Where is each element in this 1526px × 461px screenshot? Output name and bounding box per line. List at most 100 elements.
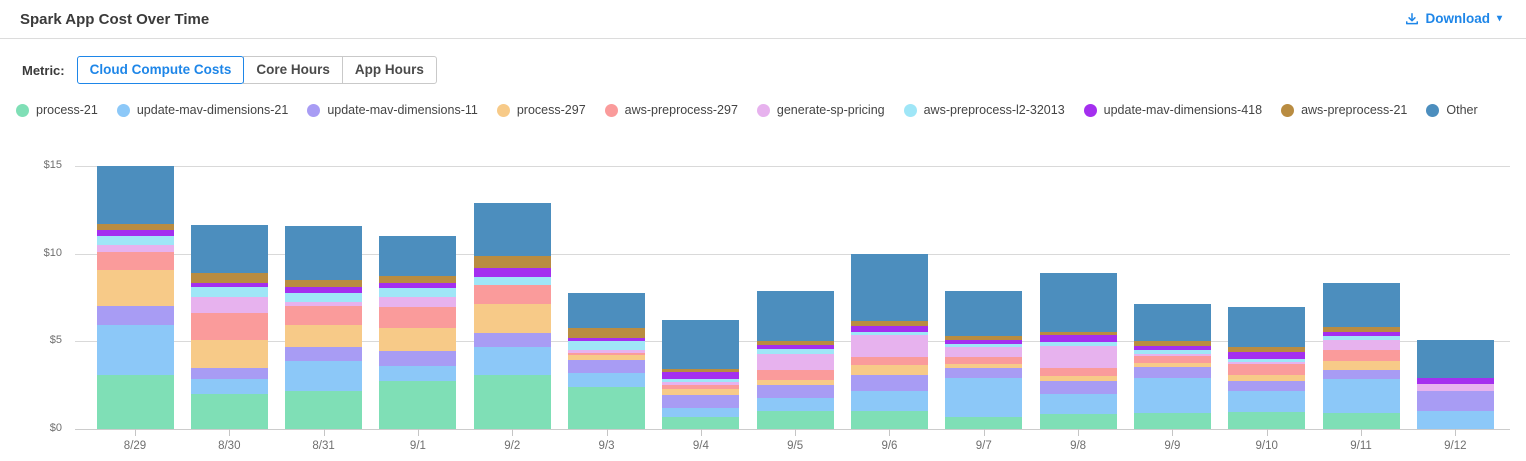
- bar-segment-aws-preprocess-l2-32013[interactable]: [945, 343, 1023, 348]
- bar-segment-aws-preprocess-21[interactable]: [379, 275, 457, 284]
- bar-segment-aws-preprocess-21[interactable]: [190, 272, 268, 283]
- legend-item-process-21[interactable]: process-21: [16, 103, 98, 117]
- bar-segment-process-21[interactable]: [96, 374, 174, 429]
- bar-segment-other[interactable]: [1322, 283, 1400, 328]
- bar-segment-process-297[interactable]: [96, 270, 174, 307]
- bar-segment-process-21[interactable]: [850, 411, 928, 429]
- bar-segment-aws-preprocess-21[interactable]: [945, 336, 1023, 341]
- bar-segment-other[interactable]: [568, 293, 646, 329]
- bar-segment-update-mav-dimensions-21[interactable]: [190, 378, 268, 394]
- bar-segment-update-mav-dimensions-11[interactable]: [190, 367, 268, 379]
- bar-segment-process-21[interactable]: [945, 416, 1023, 429]
- bar-segment-process-297[interactable]: [568, 355, 646, 360]
- bar-segment-update-mav-dimensions-11[interactable]: [379, 350, 457, 366]
- bar-segment-update-mav-dimensions-418[interactable]: [850, 325, 928, 332]
- bar-segment-update-mav-dimensions-418[interactable]: [1228, 351, 1306, 359]
- bar-segment-update-mav-dimensions-21[interactable]: [1322, 378, 1400, 414]
- bar-segment-generate-sp-pricing[interactable]: [285, 301, 363, 307]
- bar-segment-aws-preprocess-297[interactable]: [756, 370, 834, 380]
- bar-segment-update-mav-dimensions-21[interactable]: [662, 407, 740, 417]
- bar-segment-update-mav-dimensions-418[interactable]: [96, 229, 174, 236]
- bar-segment-update-mav-dimensions-11[interactable]: [568, 359, 646, 373]
- bar-segment-aws-preprocess-l2-32013[interactable]: [1133, 350, 1211, 354]
- bar-segment-aws-preprocess-l2-32013[interactable]: [473, 277, 551, 286]
- legend-item-update-mav-dimensions-21[interactable]: update-mav-dimensions-21: [116, 103, 288, 117]
- bar-segment-update-mav-dimensions-418[interactable]: [379, 283, 457, 288]
- bar-segment-generate-sp-pricing[interactable]: [568, 350, 646, 353]
- bar-segment-aws-preprocess-21[interactable]: [756, 341, 834, 345]
- bar-segment-generate-sp-pricing[interactable]: [1416, 384, 1494, 392]
- bar-segment-other[interactable]: [1416, 339, 1494, 379]
- bar-segment-update-mav-dimensions-21[interactable]: [1228, 391, 1306, 413]
- bar-segment-aws-preprocess-297[interactable]: [850, 357, 928, 365]
- legend-item-other[interactable]: Other: [1426, 103, 1478, 117]
- bar-segment-aws-preprocess-l2-32013[interactable]: [96, 236, 174, 245]
- bar-segment-process-297[interactable]: [285, 325, 363, 347]
- bar-segment-aws-preprocess-21[interactable]: [1133, 341, 1211, 346]
- bar-segment-update-mav-dimensions-21[interactable]: [285, 361, 363, 392]
- bar-segment-other[interactable]: [96, 165, 174, 224]
- bar-9-6[interactable]: [850, 253, 928, 429]
- bar-segment-aws-preprocess-21[interactable]: [1039, 331, 1117, 336]
- bar-segment-process-21[interactable]: [1228, 412, 1306, 429]
- bar-9-9[interactable]: [1133, 304, 1211, 429]
- bar-segment-aws-preprocess-21[interactable]: [96, 223, 174, 230]
- bar-segment-aws-preprocess-21[interactable]: [473, 256, 551, 269]
- bar-segment-update-mav-dimensions-21[interactable]: [1133, 378, 1211, 414]
- bar-segment-aws-preprocess-297[interactable]: [1133, 356, 1211, 364]
- bar-segment-other[interactable]: [473, 202, 551, 257]
- bar-segment-process-297[interactable]: [1322, 360, 1400, 371]
- bar-segment-process-21[interactable]: [473, 374, 551, 429]
- bar-segment-other[interactable]: [1133, 304, 1211, 342]
- bar-segment-other[interactable]: [1228, 307, 1306, 348]
- bar-segment-aws-preprocess-l2-32013[interactable]: [662, 379, 740, 382]
- bar-segment-aws-preprocess-297[interactable]: [662, 385, 740, 389]
- bar-segment-update-mav-dimensions-418[interactable]: [756, 344, 834, 350]
- bar-segment-aws-preprocess-297[interactable]: [285, 306, 363, 326]
- bar-segment-aws-preprocess-297[interactable]: [379, 307, 457, 329]
- bar-segment-update-mav-dimensions-418[interactable]: [1133, 345, 1211, 351]
- bar-segment-aws-preprocess-l2-32013[interactable]: [190, 286, 268, 297]
- bar-9-10[interactable]: [1228, 307, 1306, 429]
- bar-9-12[interactable]: [1416, 339, 1494, 429]
- bar-segment-process-21[interactable]: [568, 386, 646, 429]
- bar-segment-process-21[interactable]: [190, 393, 268, 429]
- bar-segment-update-mav-dimensions-418[interactable]: [1322, 331, 1400, 337]
- bar-9-7[interactable]: [945, 291, 1023, 429]
- bar-segment-update-mav-dimensions-418[interactable]: [945, 340, 1023, 344]
- bar-segment-aws-preprocess-l2-32013[interactable]: [756, 349, 834, 354]
- metric-tab-core-hours[interactable]: Core Hours: [243, 56, 343, 85]
- bar-segment-update-mav-dimensions-11[interactable]: [285, 346, 363, 362]
- bar-segment-other[interactable]: [1039, 272, 1117, 332]
- bar-segment-generate-sp-pricing[interactable]: [945, 347, 1023, 358]
- bar-segment-generate-sp-pricing[interactable]: [1039, 345, 1117, 369]
- bar-segment-aws-preprocess-l2-32013[interactable]: [1322, 336, 1400, 341]
- bar-segment-update-mav-dimensions-11[interactable]: [662, 394, 740, 408]
- bar-segment-update-mav-dimensions-21[interactable]: [379, 365, 457, 381]
- bar-segment-generate-sp-pricing[interactable]: [190, 296, 268, 314]
- bar-segment-other[interactable]: [756, 291, 834, 342]
- bar-segment-process-297[interactable]: [756, 379, 834, 386]
- bar-segment-process-297[interactable]: [1133, 363, 1211, 367]
- bar-segment-update-mav-dimensions-21[interactable]: [96, 324, 174, 375]
- bar-segment-update-mav-dimensions-11[interactable]: [473, 333, 551, 348]
- bar-9-11[interactable]: [1322, 283, 1400, 429]
- bar-segment-aws-preprocess-l2-32013[interactable]: [568, 341, 646, 351]
- bar-8-29[interactable]: [96, 165, 174, 429]
- bar-9-3[interactable]: [568, 293, 646, 429]
- bar-segment-update-mav-dimensions-11[interactable]: [945, 368, 1023, 379]
- bar-9-8[interactable]: [1039, 272, 1117, 429]
- bar-segment-aws-preprocess-297[interactable]: [945, 357, 1023, 365]
- bar-segment-aws-preprocess-l2-32013[interactable]: [1039, 342, 1117, 346]
- bar-segment-aws-preprocess-l2-32013[interactable]: [379, 287, 457, 298]
- bar-segment-process-297[interactable]: [662, 388, 740, 395]
- bar-segment-process-21[interactable]: [756, 411, 834, 429]
- bar-segment-aws-preprocess-297[interactable]: [1228, 364, 1306, 375]
- bar-segment-process-297[interactable]: [1039, 376, 1117, 381]
- bar-segment-update-mav-dimensions-21[interactable]: [473, 347, 551, 375]
- bar-segment-generate-sp-pricing[interactable]: [379, 297, 457, 308]
- bar-segment-generate-sp-pricing[interactable]: [1133, 353, 1211, 357]
- bar-segment-update-mav-dimensions-21[interactable]: [756, 398, 834, 412]
- bar-segment-generate-sp-pricing[interactable]: [756, 353, 834, 371]
- bar-segment-update-mav-dimensions-418[interactable]: [568, 337, 646, 342]
